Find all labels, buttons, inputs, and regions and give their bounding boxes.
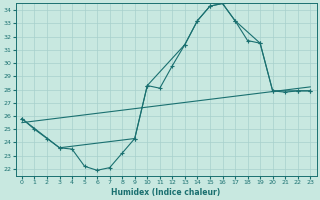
X-axis label: Humidex (Indice chaleur): Humidex (Indice chaleur) [111, 188, 221, 197]
